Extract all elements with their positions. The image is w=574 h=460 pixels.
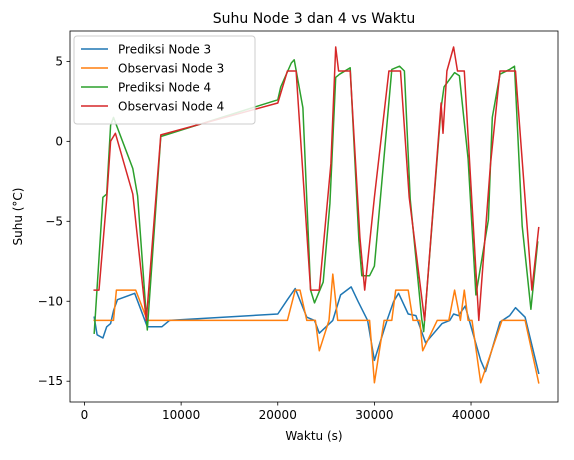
- y-axis-label: Suhu (°C): [11, 188, 25, 246]
- series-line-observasi-node-4: [93, 46, 540, 322]
- x-tick-label: 0: [81, 408, 89, 422]
- x-tick-label: 30000: [355, 408, 393, 422]
- chart-title: Suhu Node 3 dan 4 vs Waktu: [213, 11, 415, 27]
- y-axis-ticks: −15 −10 −5 0 5: [38, 54, 70, 388]
- x-tick-label: 40000: [452, 408, 490, 422]
- y-tick-label: −10: [38, 294, 63, 308]
- legend-label-prediksi-node-4: Prediksi Node 4: [118, 81, 211, 95]
- series-layer: [93, 46, 540, 384]
- x-tick-label: 20000: [259, 408, 297, 422]
- legend: Prediksi Node 3 Observasi Node 3 Prediksi …: [73, 35, 256, 125]
- x-tick-label: 10000: [162, 408, 200, 422]
- x-axis-ticks: 0 10000 20000 30000 40000: [81, 402, 490, 422]
- y-tick-label: 5: [55, 54, 63, 68]
- series-line-observasi-node-3: [93, 273, 540, 384]
- y-tick-label: −15: [38, 374, 63, 388]
- plot-frame: [69, 30, 559, 403]
- legend-box: [73, 35, 256, 125]
- y-tick-label: −5: [45, 214, 63, 228]
- y-tick-label: 0: [55, 134, 63, 148]
- legend-label-prediksi-node-3: Prediksi Node 3: [118, 43, 211, 57]
- legend-label-observasi-node-4: Observasi Node 4: [118, 100, 224, 114]
- legend-label-observasi-node-3: Observasi Node 3: [118, 62, 224, 76]
- x-axis-label: Waktu (s): [285, 429, 342, 443]
